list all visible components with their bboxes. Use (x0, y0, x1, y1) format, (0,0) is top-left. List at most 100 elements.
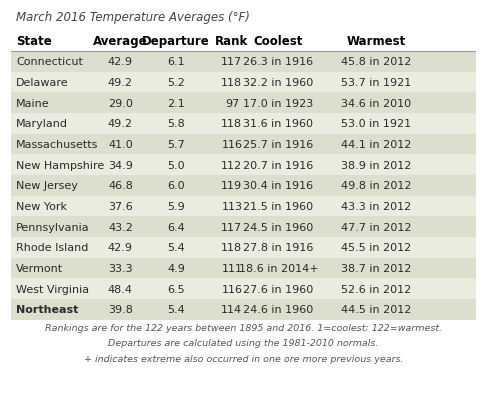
Text: Departure: Departure (142, 35, 210, 48)
Text: 26.3 in 1916: 26.3 in 1916 (244, 58, 314, 68)
Text: 32.2 in 1960: 32.2 in 1960 (243, 78, 314, 88)
Text: 47.7 in 2012: 47.7 in 2012 (340, 223, 411, 233)
Text: Average: Average (93, 35, 148, 48)
Text: 17.0 in 1923: 17.0 in 1923 (243, 99, 314, 109)
Bar (11, 72, 476, 92)
Text: Delaware: Delaware (16, 78, 69, 88)
Bar (11, 29, 476, 51)
Text: 39.8: 39.8 (108, 305, 133, 315)
Text: 5.8: 5.8 (167, 119, 185, 129)
Text: 111: 111 (222, 264, 243, 274)
Text: 53.0 in 1921: 53.0 in 1921 (341, 119, 411, 129)
Text: Vermont: Vermont (16, 264, 63, 274)
Text: March 2016 Temperature Averages (°F): March 2016 Temperature Averages (°F) (16, 11, 250, 24)
Text: 20.7 in 1916: 20.7 in 1916 (243, 161, 314, 171)
Text: 31.6 in 1960: 31.6 in 1960 (244, 119, 313, 129)
Text: 44.1 in 2012: 44.1 in 2012 (341, 140, 411, 150)
Text: 97: 97 (225, 99, 239, 109)
Text: Rhode Island: Rhode Island (16, 243, 88, 253)
Bar (11, 258, 476, 278)
Text: Coolest: Coolest (254, 35, 303, 48)
Bar (11, 299, 476, 320)
Text: 5.9: 5.9 (167, 202, 185, 212)
Text: Connecticut: Connecticut (16, 58, 83, 68)
Text: 42.9: 42.9 (108, 58, 133, 68)
Text: 118: 118 (221, 78, 243, 88)
Text: 4.9: 4.9 (167, 264, 185, 274)
Text: 45.5 in 2012: 45.5 in 2012 (341, 243, 411, 253)
Text: 53.7 in 1921: 53.7 in 1921 (341, 78, 411, 88)
Text: 117: 117 (221, 58, 243, 68)
Text: New Hampshire: New Hampshire (16, 161, 104, 171)
Text: 6.1: 6.1 (168, 58, 185, 68)
Text: 33.3: 33.3 (108, 264, 133, 274)
Text: Pennsylvania: Pennsylvania (16, 223, 90, 233)
Bar (11, 196, 476, 216)
Text: 45.8 in 2012: 45.8 in 2012 (341, 58, 411, 68)
Text: 37.6: 37.6 (108, 202, 133, 212)
Text: 116: 116 (222, 285, 243, 295)
Text: 34.6 in 2010: 34.6 in 2010 (341, 99, 411, 109)
Text: 29.0: 29.0 (108, 99, 133, 109)
Text: 27.6 in 1960: 27.6 in 1960 (243, 285, 314, 295)
Text: 42.9: 42.9 (108, 243, 133, 253)
Bar (11, 278, 476, 299)
Text: 5.2: 5.2 (167, 78, 185, 88)
Text: 25.7 in 1916: 25.7 in 1916 (243, 140, 314, 150)
Bar (11, 154, 476, 175)
Text: 5.0: 5.0 (168, 161, 185, 171)
Text: 117: 117 (221, 223, 243, 233)
Text: 119: 119 (221, 181, 243, 191)
Text: New York: New York (16, 202, 67, 212)
Text: Maine: Maine (16, 99, 50, 109)
Bar (11, 175, 476, 196)
Text: West Virginia: West Virginia (16, 285, 89, 295)
Text: 27.8 in 1916: 27.8 in 1916 (243, 243, 314, 253)
Text: 38.7 in 2012: 38.7 in 2012 (341, 264, 411, 274)
Text: 2.1: 2.1 (167, 99, 185, 109)
Text: Massachusetts: Massachusetts (16, 140, 98, 150)
Text: State: State (16, 35, 52, 48)
Text: 43.2: 43.2 (108, 223, 133, 233)
Bar (11, 113, 476, 134)
Text: 114: 114 (221, 305, 243, 315)
Text: 21.5 in 1960: 21.5 in 1960 (244, 202, 314, 212)
Text: 6.5: 6.5 (168, 285, 185, 295)
Text: 52.6 in 2012: 52.6 in 2012 (341, 285, 411, 295)
Text: 6.0: 6.0 (168, 181, 185, 191)
Text: 24.6 in 1960: 24.6 in 1960 (243, 305, 314, 315)
Text: 49.2: 49.2 (108, 119, 133, 129)
Text: 116: 116 (222, 140, 243, 150)
Text: 5.4: 5.4 (167, 305, 185, 315)
Text: Northeast: Northeast (16, 305, 78, 315)
Text: 43.3 in 2012: 43.3 in 2012 (341, 202, 411, 212)
Text: 5.4: 5.4 (167, 243, 185, 253)
Bar (11, 237, 476, 258)
Bar (11, 134, 476, 154)
Text: 118: 118 (221, 243, 243, 253)
Text: 112: 112 (221, 161, 243, 171)
Text: Warmest: Warmest (346, 35, 406, 48)
Text: 5.7: 5.7 (167, 140, 185, 150)
Text: + indicates extreme also occurred in one ore more previous years.: + indicates extreme also occurred in one… (84, 354, 403, 364)
Bar (11, 216, 476, 237)
Text: Maryland: Maryland (16, 119, 68, 129)
Text: 118: 118 (221, 119, 243, 129)
Text: Rank: Rank (215, 35, 248, 48)
Text: 30.4 in 1916: 30.4 in 1916 (244, 181, 314, 191)
Text: 48.4: 48.4 (108, 285, 133, 295)
Text: 49.8 in 2012: 49.8 in 2012 (340, 181, 411, 191)
Text: 44.5 in 2012: 44.5 in 2012 (341, 305, 411, 315)
Text: New Jersey: New Jersey (16, 181, 78, 191)
Text: 46.8: 46.8 (108, 181, 133, 191)
Bar (11, 51, 476, 72)
Text: Departures are calculated using the 1981-2010 normals.: Departures are calculated using the 1981… (108, 340, 379, 348)
Text: 6.4: 6.4 (167, 223, 185, 233)
Text: 41.0: 41.0 (108, 140, 133, 150)
Text: 38.9 in 2012: 38.9 in 2012 (341, 161, 411, 171)
Bar (11, 92, 476, 113)
Text: 113: 113 (222, 202, 243, 212)
Text: 18.6 in 2014+: 18.6 in 2014+ (239, 264, 318, 274)
Text: Rankings are for the 122 years between 1895 and 2016. 1=coolest; 122=warmest.: Rankings are for the 122 years between 1… (45, 324, 442, 333)
Text: 34.9: 34.9 (108, 161, 133, 171)
